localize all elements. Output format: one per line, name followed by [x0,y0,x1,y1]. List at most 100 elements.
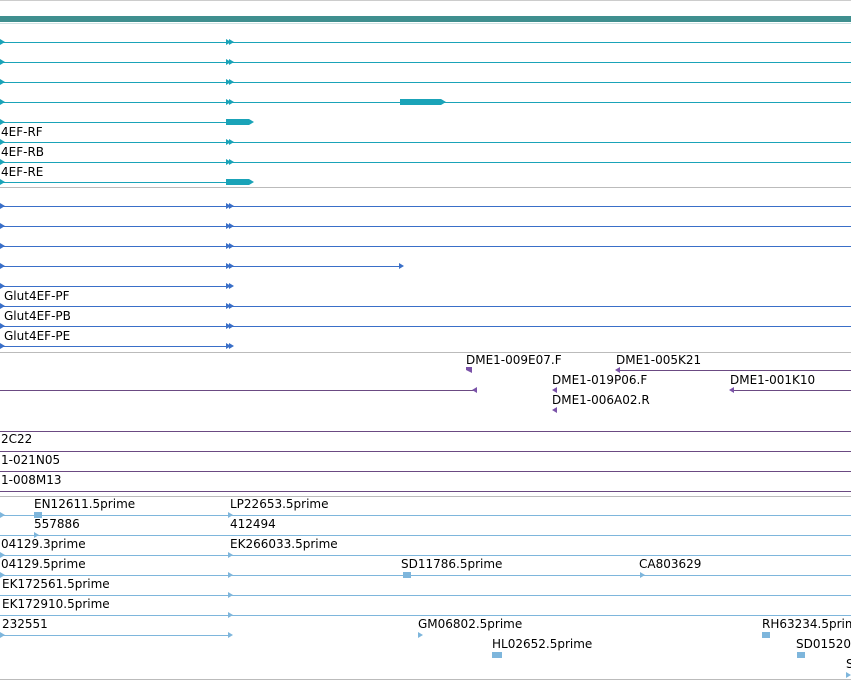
protein-label-pb[interactable]: Glut4EF-PB [4,309,71,323]
protein-arrow [229,263,234,269]
protein-arrow [226,323,231,329]
est-label-04129-3prime[interactable]: 04129.3prime [1,537,86,551]
est-label-ek172910[interactable]: EK172910.5prime [2,597,110,611]
clone-end-label-009e07[interactable]: DME1-009E07.F [466,353,562,367]
protein-arrow [0,283,5,289]
clone-end-arrow [615,367,620,373]
est-label-gm06802[interactable]: GM06802.5prime [418,617,523,631]
protein-arrow [0,203,5,209]
protein-arrow [226,303,231,309]
est-arrow [228,552,233,558]
est-arrow [228,612,233,618]
transcript-arrow [229,99,234,105]
est-arrow [846,672,851,678]
transcript-arrow [0,139,5,145]
clone-end-glyph [466,367,472,373]
transcript-arrow [0,79,5,85]
clone-end-label-019p06[interactable]: DME1-019P06.F [552,373,648,387]
protein-arrow [229,203,234,209]
protein-arrow [226,283,231,289]
est-label-s[interactable]: S [846,657,851,671]
transcript-arrow [0,59,5,65]
est-arrow [228,512,233,518]
protein-label-pf[interactable]: Glut4EF-PF [4,289,70,303]
est-label-rh63234[interactable]: RH63234.5prime [762,617,851,631]
est-arrow [228,592,233,598]
transcript-arrow [226,79,231,85]
transcript-arrow [226,99,231,105]
clone-end-label-006a02[interactable]: DME1-006A02.R [552,393,650,407]
protein-arrow [229,303,234,309]
clone-end-label-001k10[interactable]: DME1-001K10 [730,373,816,387]
est-label-sd11786[interactable]: SD11786.5prime [401,557,503,571]
clone-end-arrow [552,387,557,393]
transcript-arrow [229,139,234,145]
protein-arrow [0,263,5,269]
protein-arrow [0,323,5,329]
est-label-04129-5prime[interactable]: 04129.5prime [1,557,86,571]
transcript-arrow [0,179,5,185]
est-label-ek172561[interactable]: EK172561.5prime [2,577,110,591]
protein-arrow [0,243,5,249]
protein-arrow [229,323,234,329]
est-block [403,572,411,578]
protein-arrow [226,343,231,349]
est-label-lp22653[interactable]: LP22653.5prime [230,497,329,511]
est-block [797,652,805,658]
protein-arrow [229,283,234,289]
clone-label-021n05[interactable]: 1-021N05 [1,453,61,467]
transcript-exon [226,119,254,125]
est-label-412494[interactable]: 412494 [230,517,276,531]
protein-arrow [399,263,404,269]
protein-arrow [229,343,234,349]
est-arrow [0,572,5,578]
transcript-arrow [226,139,231,145]
track-header-band [0,16,851,22]
protein-label-pe[interactable]: Glut4EF-PE [4,329,71,343]
clone-label-2c22[interactable]: 2C22 [1,432,33,446]
transcript-arrow [0,99,5,105]
est-label-en12611[interactable]: EN12611.5prime [34,497,136,511]
est-arrow [640,572,645,578]
est-arrow [0,552,5,558]
clone-end-arrow [552,407,557,413]
est-label-ca803629[interactable]: CA803629 [639,557,702,571]
transcript-arrow [229,159,234,165]
est-label-ek266033[interactable]: EK266033.5prime [230,537,338,551]
est-label-557886[interactable]: 557886 [34,517,80,531]
protein-arrow [226,243,231,249]
transcript-arrow [226,59,231,65]
est-label-sd01520[interactable]: SD01520 [796,637,851,651]
est-block [34,512,42,518]
protein-arrow [229,223,234,229]
est-arrow [34,532,39,538]
protein-arrow [226,263,231,269]
transcript-label-re[interactable]: 4EF-RE [1,165,44,179]
est-block [762,632,770,638]
transcript-arrow [0,39,5,45]
est-arrow [228,572,233,578]
clone-end-arrow [472,387,477,393]
transcript-arrow [226,39,231,45]
clone-label-008m13[interactable]: 1-008M13 [1,473,62,487]
protein-arrow [226,223,231,229]
est-arrow [0,632,5,638]
est-arrow [418,632,423,638]
est-arrow [0,512,5,518]
transcript-label-rf[interactable]: 4EF-RF [1,125,43,139]
protein-arrow [0,223,5,229]
protein-arrow [0,303,5,309]
protein-arrow [229,243,234,249]
transcript-arrow [0,119,5,125]
protein-arrow [0,343,5,349]
transcript-label-rb[interactable]: 4EF-RB [1,145,45,159]
est-label-232551[interactable]: 232551 [2,617,48,631]
clone-end-label-005k21[interactable]: DME1-005K21 [616,353,702,367]
transcript-exon [400,99,446,105]
est-label-hl02652[interactable]: HL02652.5prime [492,637,593,651]
transcript-arrow [229,39,234,45]
est-block [492,652,502,658]
transcript-arrow [229,79,234,85]
